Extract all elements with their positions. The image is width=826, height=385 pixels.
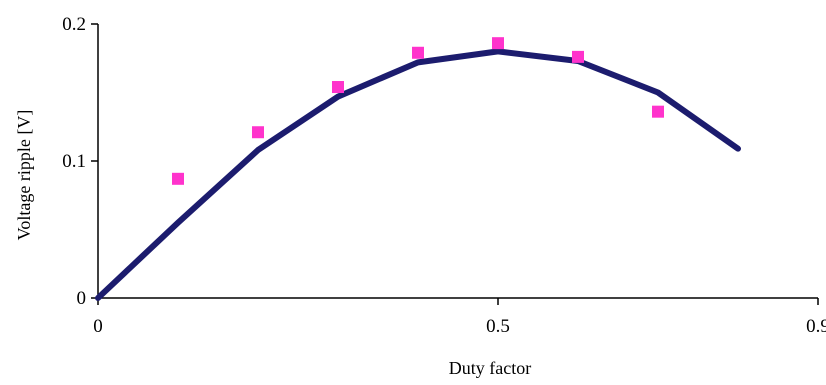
data-point xyxy=(172,172,184,185)
data-point xyxy=(332,81,344,94)
fit-curve xyxy=(95,48,741,301)
x-tick-label: 0 xyxy=(93,316,103,337)
x-tick-label: 0.5 xyxy=(486,316,510,337)
data-point xyxy=(572,50,584,63)
data-point xyxy=(492,37,504,50)
y-axis-label: Voltage ripple [V] xyxy=(14,110,34,241)
x-axis-label: Duty factor xyxy=(449,358,531,378)
x-ticks: 0 0.5 0.9 xyxy=(93,298,826,337)
y-tick-label: 0.2 xyxy=(62,14,86,35)
series-layer xyxy=(95,37,741,301)
x-tick-label: 0.9 xyxy=(806,316,826,337)
data-point xyxy=(412,46,424,59)
y-tick-label: 0 xyxy=(77,288,87,309)
data-point xyxy=(252,126,264,139)
data-point xyxy=(652,105,664,118)
y-ticks: 0 0.1 0.2 xyxy=(62,14,98,309)
axes xyxy=(97,24,818,299)
y-tick-label: 0.1 xyxy=(62,151,86,172)
